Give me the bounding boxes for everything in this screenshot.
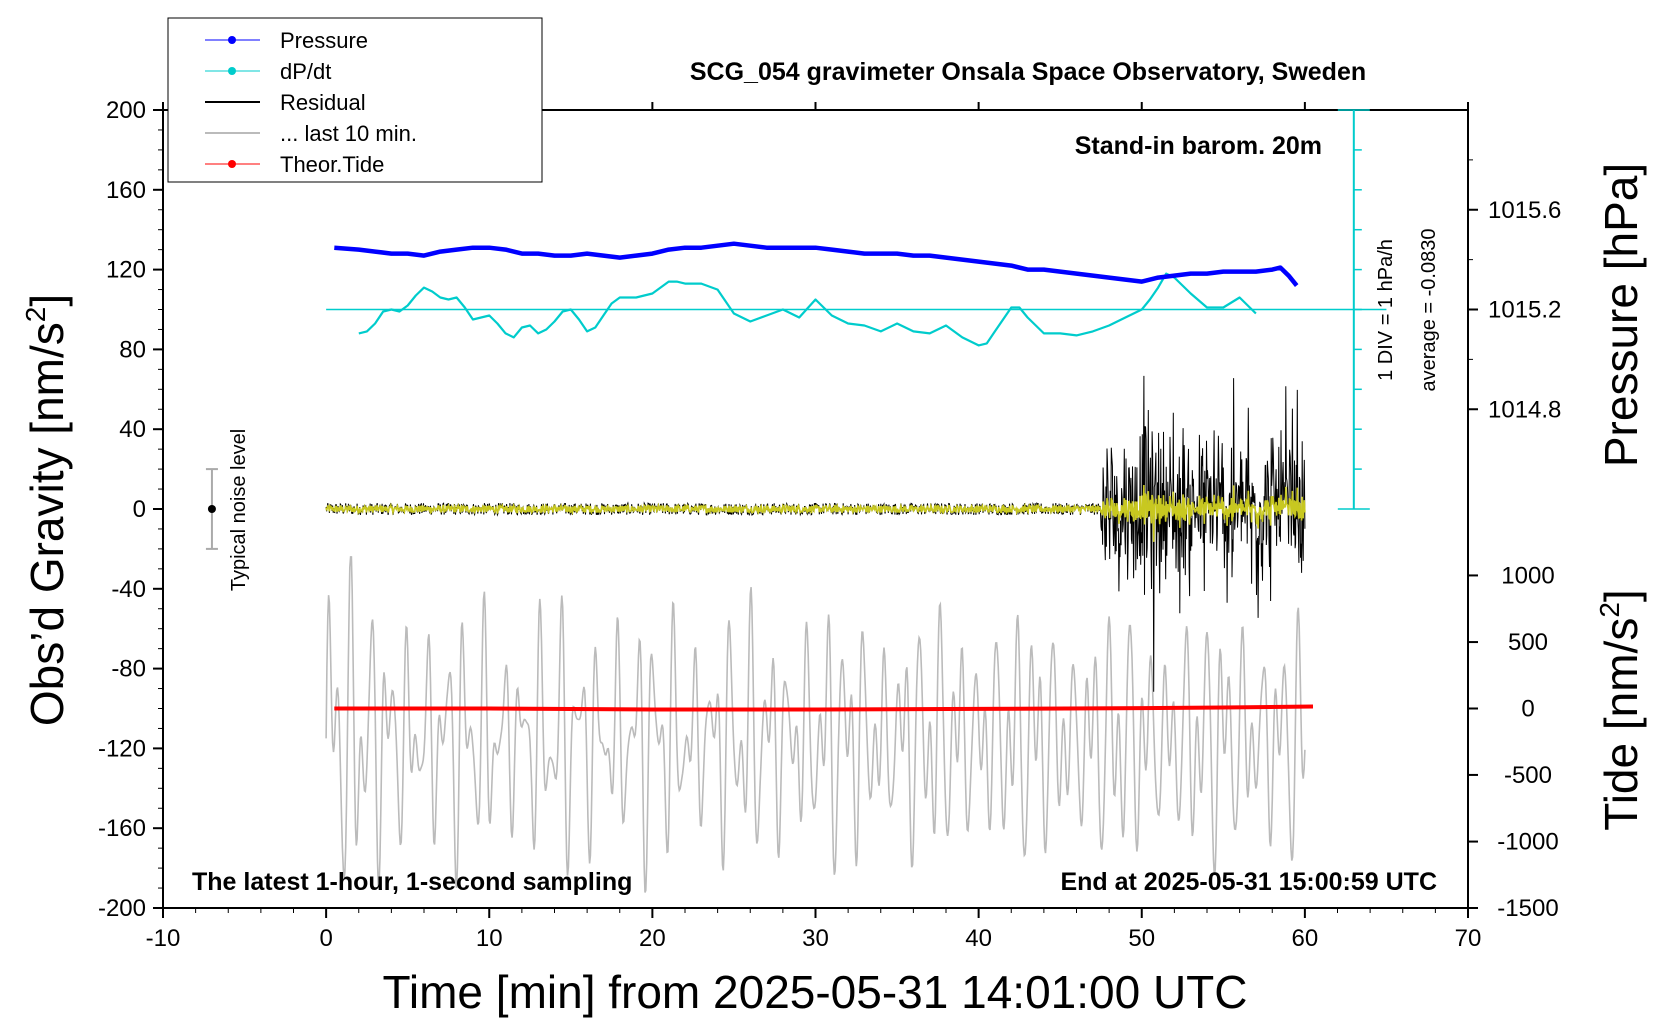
pressure-tick-label: 1015.2 [1488, 297, 1561, 324]
pressure-line [334, 241, 1299, 288]
legend-label: ... last 10 min. [280, 121, 417, 146]
chart-title: SCG_054 gravimeter Onsala Space Observat… [690, 58, 1366, 86]
x-tick-label: -10 [146, 925, 181, 952]
barometer-annotation: Stand-in barom. 20m [1075, 132, 1322, 160]
y-tick-label: 160 [106, 177, 146, 204]
pressure-tick-label: 1015.6 [1488, 197, 1561, 224]
y-tick-label: -120 [98, 735, 146, 762]
x-tick-label: 40 [965, 925, 992, 952]
x-tick-label: 70 [1455, 925, 1482, 952]
y-axis-right-top-title: Pressure [hPa] [1595, 163, 1647, 467]
x-tick-label: 0 [319, 925, 332, 952]
legend-box [167, 17, 543, 183]
dpdt-line [358, 272, 1257, 347]
y-tick-label: 200 [106, 97, 146, 124]
tide-tick-label: 500 [1508, 629, 1548, 656]
x-tick-label: 20 [639, 925, 666, 952]
legend-label: Pressure [280, 28, 368, 53]
y-axis-right-bottom-title: Tide [nm/s2] [1594, 589, 1647, 830]
y-tick-label: -200 [98, 895, 146, 922]
legend-label: Theor.Tide [280, 152, 384, 177]
end-time-annotation: End at 2025-05-31 15:00:59 UTC [1060, 868, 1437, 896]
tide-tick-label: 1000 [1501, 562, 1554, 589]
y-left-end: ] [21, 294, 73, 307]
x-tick-label: 30 [802, 925, 829, 952]
legend-label: dP/dt [280, 59, 331, 84]
pressure-tick-label: 1014.8 [1488, 396, 1561, 423]
x-axis-title: Time [min] from 2025-05-31 14:01:00 UTC [383, 966, 1248, 1018]
div-scale-label: 1 DIV = 1 hPa/h [1375, 239, 1397, 381]
x-tick-label: 10 [476, 925, 503, 952]
legend-marker [228, 67, 236, 75]
legend-label: Residual [280, 90, 366, 115]
axes: -10 0 10 20 30 40 50 60 70 200 160 120 80 40 0 -40 -80 -1… [98, 97, 1561, 952]
y-right-text: Tide [nm/s [1595, 618, 1647, 831]
y-tick-label: -80 [111, 656, 146, 683]
y-tick-label: 0 [133, 496, 146, 523]
tide-tick-label: -500 [1504, 762, 1552, 789]
x-tick-label: 50 [1128, 925, 1155, 952]
legend: Pressure dP/dt Residual ... last 10 min. The… [167, 17, 543, 183]
legend-marker [228, 36, 236, 44]
labels: SCG_054 gravimeter Onsala Space Observat… [20, 58, 1647, 1018]
x-tick-label: 60 [1292, 925, 1319, 952]
theor-tide-line [334, 704, 1314, 712]
y-tick-label: 120 [106, 257, 146, 284]
y-tick-label: 80 [119, 336, 146, 363]
y-right-end: ] [1595, 589, 1647, 602]
last-10-min-line [325, 556, 1306, 893]
y-left-sup: 2 [20, 307, 51, 323]
y-left-text: Obs’d Gravity [nm/s [21, 322, 73, 726]
y-tick-label: -160 [98, 815, 146, 842]
tide-tick-label: -1500 [1497, 895, 1558, 922]
legend-marker [228, 160, 236, 168]
series-layer [205, 109, 1387, 893]
residual-line [325, 375, 1306, 692]
average-label: average = -0.0830 [1418, 229, 1440, 392]
latest-annotation: The latest 1-hour, 1-second sampling [192, 868, 632, 896]
tide-tick-label: 0 [1521, 696, 1534, 723]
noise-label: Typical noise level [228, 429, 250, 591]
tide-tick-label: -1000 [1497, 829, 1558, 856]
y-tick-label: -40 [111, 576, 146, 603]
y-tick-label: 40 [119, 416, 146, 443]
residual-smoothed-line [325, 484, 1306, 542]
y-right-sup: 2 [1594, 602, 1625, 618]
noise-bar-dot [207, 505, 216, 513]
y-axis-left-title: Obs’d Gravity [nm/s2] [20, 294, 73, 726]
